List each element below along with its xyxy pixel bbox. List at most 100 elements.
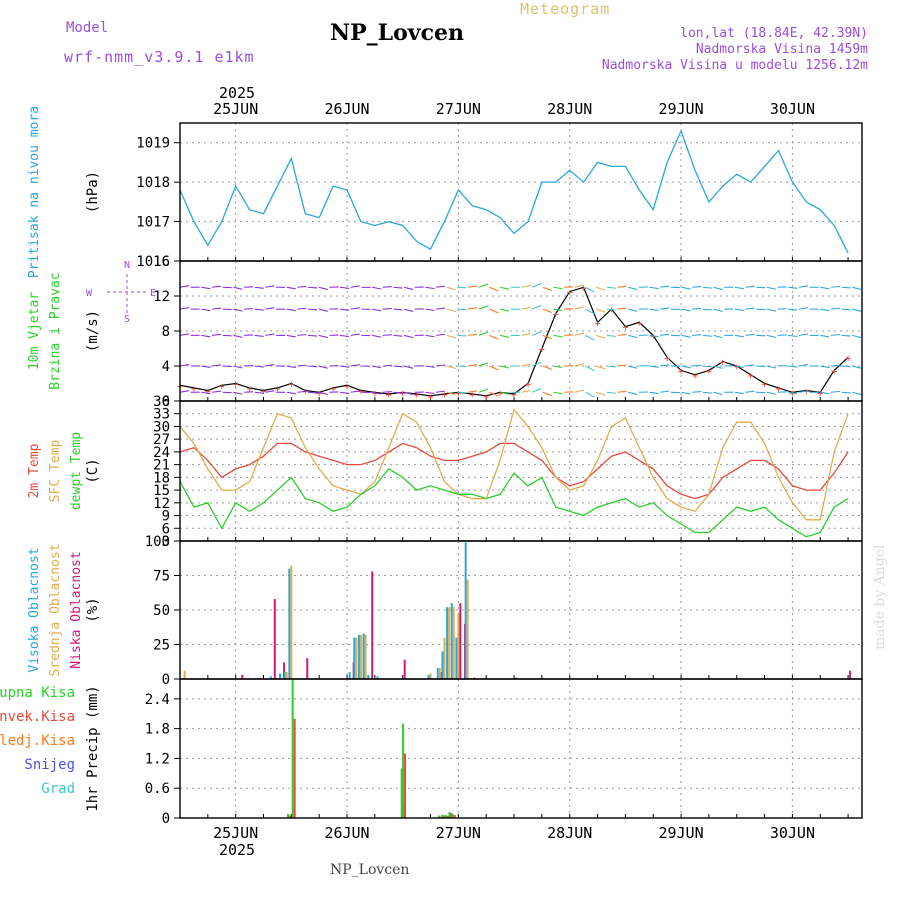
wind-barb	[788, 286, 798, 289]
wind-barb	[531, 283, 542, 288]
bar-total	[291, 679, 294, 818]
wind-barb	[371, 391, 382, 395]
wind-barb	[734, 334, 744, 338]
wind-marker: +	[803, 387, 809, 398]
wind-marker: +	[595, 318, 601, 329]
bar-high_cloud	[367, 674, 370, 679]
wind-barb	[521, 333, 531, 336]
wind-barb	[468, 333, 478, 336]
wind-barb	[382, 307, 392, 310]
wind-barb	[403, 365, 414, 369]
wind-barb	[489, 334, 499, 340]
bar-mid_cloud	[359, 634, 362, 679]
wind-barb	[713, 365, 723, 369]
panel-cloud: 0 25 50 75 100 (%) Visoka Oblacnost Srednja Obl…	[27, 534, 863, 688]
wind-marker: +	[316, 388, 322, 399]
wind-barb	[531, 304, 542, 310]
series-line-dew	[179, 468, 849, 538]
wind-barb	[617, 285, 627, 288]
wind-barb	[713, 334, 723, 339]
side-label: Niska Oblacnost	[69, 551, 84, 668]
wind-marker: +	[789, 388, 795, 399]
day-label-bottom: 29JUN	[658, 824, 703, 842]
wind-marker: +	[455, 388, 461, 399]
series-line-sfc	[179, 408, 849, 521]
day-label-top: 27JUN	[436, 100, 481, 118]
wind-barb	[606, 365, 616, 368]
wind-barb	[681, 334, 691, 338]
day-label-bottom: 26JUN	[324, 824, 369, 842]
compass-w: W	[86, 288, 93, 299]
wind-marker: +	[678, 366, 684, 377]
wind-barb	[425, 308, 435, 312]
bar-mid_cloud	[290, 565, 293, 679]
wind-barb	[318, 391, 328, 395]
compass-n: N	[124, 260, 130, 271]
bar-mid_cloud	[355, 637, 358, 679]
wind-barb	[446, 334, 456, 339]
wind-marker: +	[219, 381, 225, 392]
wind-barb	[308, 365, 318, 368]
bar-conv	[289, 815, 292, 818]
wind-marker: +	[692, 371, 698, 382]
wind-marker: +	[205, 387, 211, 398]
y-tick-label: 1019	[136, 136, 170, 152]
bar-high_cloud	[269, 676, 272, 679]
wind-barb	[649, 365, 659, 368]
wind-barb	[254, 286, 264, 289]
wind-barb	[745, 364, 755, 367]
bar-mid_cloud	[448, 607, 451, 679]
wind-barb	[179, 390, 190, 393]
compass-s: S	[124, 314, 130, 325]
wind-barb	[830, 285, 840, 288]
wind-barb	[841, 365, 851, 368]
bar-high_cloud	[357, 634, 360, 679]
wind-barb	[350, 364, 360, 367]
wind-barb	[393, 334, 403, 337]
wind-marker: +	[260, 387, 266, 398]
bar-mid_cloud	[443, 637, 446, 679]
wind-barb	[798, 390, 808, 393]
wind-barb	[350, 307, 360, 310]
panel-precip: 0 0.6 1.2 1.8 2.4 1hr Precip (mm) Ukupna Kisa K…	[0, 678, 863, 827]
wind-barb	[841, 286, 851, 289]
wind-barb	[702, 334, 712, 337]
y-tick-label: 25	[153, 638, 170, 654]
wind-marker: +	[567, 288, 573, 299]
side-label: Brzina i Pravac	[48, 272, 63, 389]
wind-barb	[318, 286, 328, 290]
wind-barb	[403, 334, 414, 339]
compass-e: E	[150, 288, 156, 299]
y-tick-label: 1018	[136, 175, 170, 191]
wind-barb	[595, 286, 606, 291]
wind-barb	[574, 284, 584, 288]
y-tick-label: 3	[162, 534, 170, 550]
wind-barb	[393, 391, 403, 394]
wind-barb	[585, 308, 595, 315]
wind-barb	[489, 391, 499, 397]
wind-barb	[531, 388, 542, 393]
wind-barb	[211, 364, 222, 367]
y-tick-label: 1017	[136, 215, 170, 231]
y-tick-label: 9	[162, 509, 170, 525]
wind-barb	[649, 391, 659, 395]
wind-marker: +	[191, 384, 197, 395]
day-label-bottom: 28JUN	[547, 824, 592, 842]
side-label: 2m Temp	[27, 443, 42, 498]
wind-barb	[553, 365, 563, 369]
bar-total	[444, 815, 447, 818]
wind-marker: +	[469, 390, 475, 401]
wind-barb	[542, 308, 552, 314]
side-label: Konvek.Kisa	[0, 709, 75, 725]
wind-barb	[233, 334, 243, 338]
wind-barb	[371, 308, 382, 312]
wind-barb	[692, 334, 702, 336]
bar-high_cloud	[353, 637, 356, 679]
side-label: Pritisak na nivou mora	[27, 106, 42, 278]
y-tick-label: 0	[162, 811, 170, 827]
bar-conv	[439, 816, 442, 818]
wind-barb	[436, 333, 446, 336]
side-label: Srednja Oblacnost	[48, 543, 63, 676]
wind-marker: +	[831, 366, 837, 377]
wind-barb	[830, 364, 840, 367]
